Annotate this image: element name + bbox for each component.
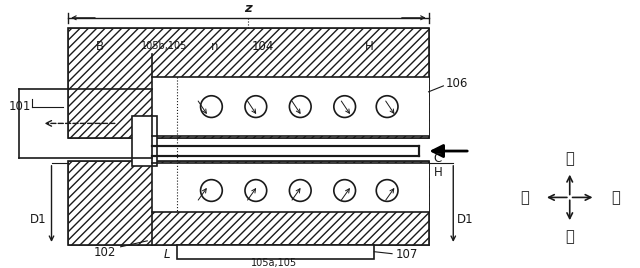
Text: L: L: [164, 248, 170, 261]
Text: B: B: [96, 40, 104, 53]
Text: D1: D1: [457, 213, 474, 226]
Text: 前: 前: [520, 190, 529, 205]
Polygon shape: [152, 146, 419, 156]
Text: 上: 上: [565, 151, 574, 166]
Text: C: C: [433, 152, 442, 165]
Text: 107: 107: [396, 248, 419, 261]
Text: 105b,105: 105b,105: [141, 41, 188, 51]
Text: n: n: [211, 40, 218, 53]
Polygon shape: [152, 163, 429, 212]
Text: 下: 下: [565, 229, 574, 244]
Text: D1: D1: [30, 213, 47, 226]
Polygon shape: [152, 77, 429, 136]
Text: 101: 101: [9, 100, 31, 113]
Polygon shape: [177, 245, 374, 259]
Text: H: H: [365, 40, 374, 53]
Polygon shape: [68, 161, 429, 245]
Polygon shape: [132, 117, 157, 166]
Polygon shape: [68, 28, 429, 138]
Text: 104: 104: [252, 40, 274, 53]
Text: 後: 後: [611, 190, 620, 205]
Text: H: H: [433, 166, 442, 179]
Text: z: z: [244, 2, 252, 15]
Text: 106: 106: [445, 77, 468, 90]
Text: 102: 102: [93, 246, 116, 259]
Text: 105a,105: 105a,105: [250, 258, 297, 267]
